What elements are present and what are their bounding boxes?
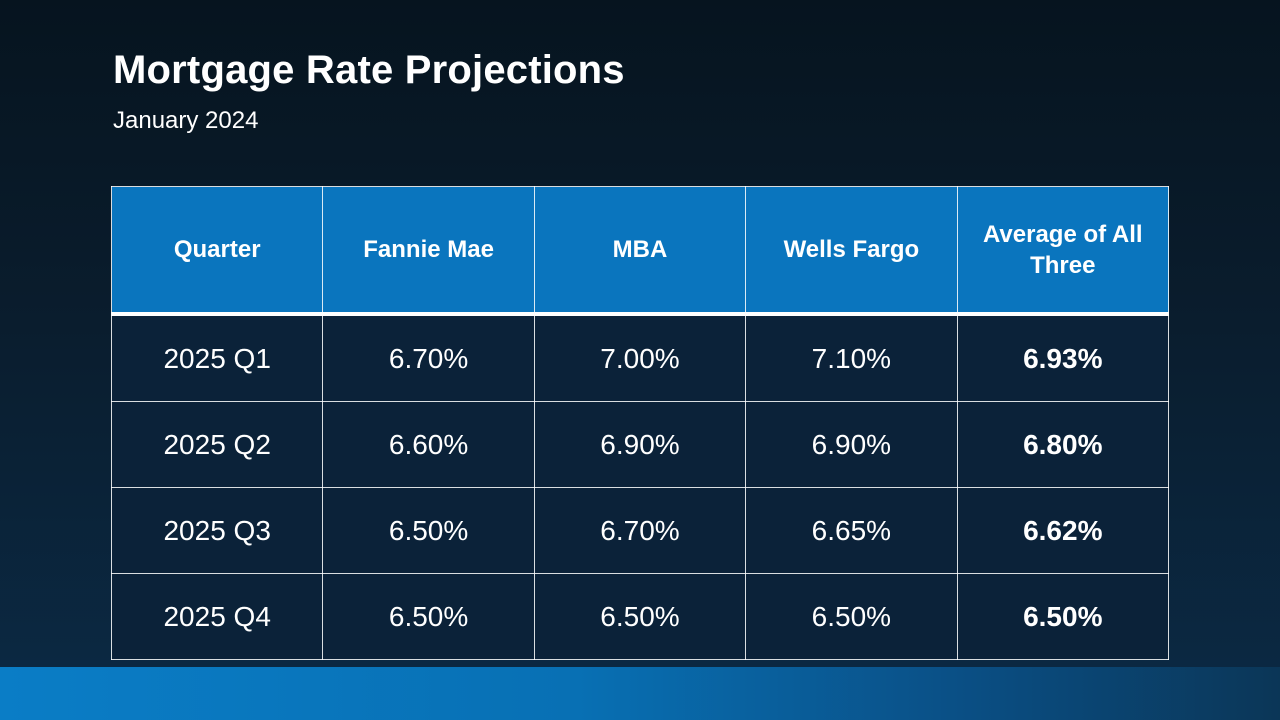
cell-wells-fargo: 6.65% bbox=[745, 487, 958, 574]
header-mba: MBA bbox=[533, 186, 747, 315]
rate-projections-table: Quarter Fannie Mae MBA Wells Fargo Avera… bbox=[110, 186, 1170, 660]
header-mba-label: MBA bbox=[612, 236, 668, 263]
cell-average: 6.93% bbox=[956, 313, 1170, 402]
cell-wells-fargo: 6.50% bbox=[745, 573, 958, 660]
table-body: 2025 Q1 6.70% 7.00% 7.10% 6.93% 2025 Q2 … bbox=[110, 313, 1170, 660]
cell-fannie-mae: 6.60% bbox=[322, 401, 535, 488]
cell-mba: 6.70% bbox=[533, 487, 747, 574]
table-row: 2025 Q2 6.60% 6.90% 6.90% 6.80% bbox=[110, 401, 1170, 488]
header-quarter: Quarter bbox=[110, 186, 324, 315]
cell-quarter: 2025 Q1 bbox=[110, 313, 324, 402]
header-fannie-mae-label: Fannie Mae bbox=[363, 236, 494, 263]
table-row: 2025 Q3 6.50% 6.70% 6.65% 6.62% bbox=[110, 487, 1170, 574]
header-row: Quarter Fannie Mae MBA Wells Fargo Avera… bbox=[110, 186, 1170, 315]
cell-average: 6.62% bbox=[956, 487, 1170, 574]
cell-wells-fargo: 7.10% bbox=[745, 313, 958, 402]
cell-mba: 6.50% bbox=[533, 573, 747, 660]
cell-quarter: 2025 Q3 bbox=[110, 487, 324, 574]
header-wells-fargo: Wells Fargo bbox=[745, 186, 958, 315]
header-wells-fargo-label: Wells Fargo bbox=[783, 236, 920, 263]
table-row: 2025 Q4 6.50% 6.50% 6.50% 6.50% bbox=[110, 573, 1170, 660]
header-average: Average of All Three bbox=[956, 186, 1170, 315]
cell-average: 6.80% bbox=[956, 401, 1170, 488]
cell-wells-fargo: 6.90% bbox=[745, 401, 958, 488]
cell-quarter: 2025 Q4 bbox=[110, 573, 324, 660]
cell-quarter: 2025 Q2 bbox=[110, 401, 324, 488]
table-row: 2025 Q1 6.70% 7.00% 7.10% 6.93% bbox=[110, 313, 1170, 402]
slide-title: Mortgage Rate Projections bbox=[113, 48, 625, 92]
footer-band bbox=[0, 667, 1280, 720]
cell-mba: 7.00% bbox=[533, 313, 747, 402]
table-header: Quarter Fannie Mae MBA Wells Fargo Avera… bbox=[110, 186, 1170, 315]
cell-average: 6.50% bbox=[956, 573, 1170, 660]
header-average-label: Average of All Three bbox=[982, 220, 1143, 279]
cell-mba: 6.90% bbox=[533, 401, 747, 488]
cell-fannie-mae: 6.50% bbox=[322, 487, 535, 574]
cell-fannie-mae: 6.70% bbox=[322, 313, 535, 402]
header-fannie-mae: Fannie Mae bbox=[322, 186, 535, 315]
header-quarter-label: Quarter bbox=[173, 236, 261, 263]
cell-fannie-mae: 6.50% bbox=[322, 573, 535, 660]
slide-subtitle: January 2024 bbox=[113, 107, 259, 134]
